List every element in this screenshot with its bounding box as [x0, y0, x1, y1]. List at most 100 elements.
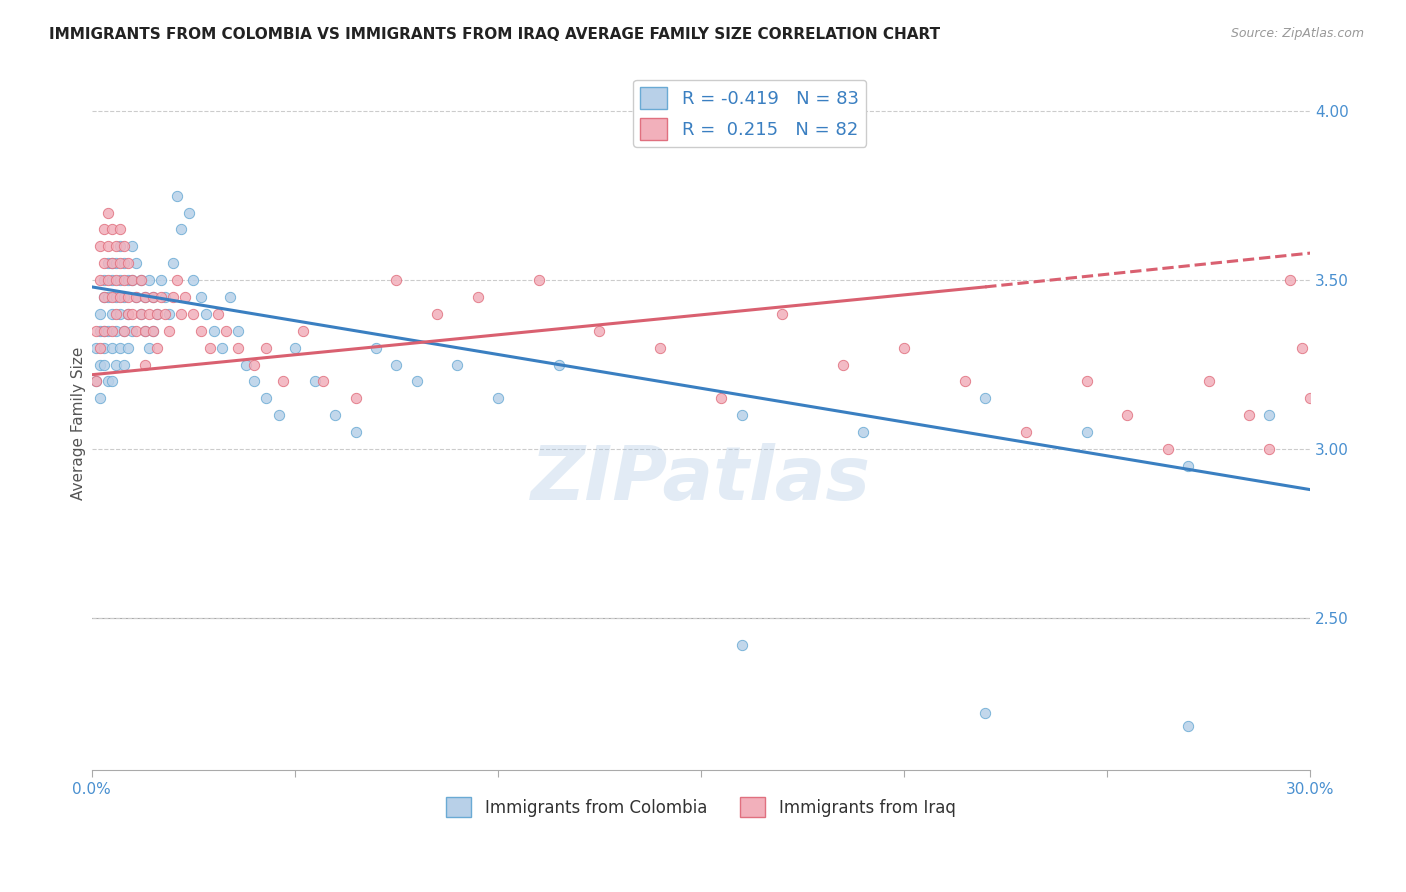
Point	[101, 290, 124, 304]
Point	[112, 256, 135, 270]
Point	[1015, 425, 1038, 439]
Point	[1177, 719, 1199, 733]
Point	[218, 290, 240, 304]
Point	[93, 341, 115, 355]
Point	[1278, 273, 1301, 287]
Point	[162, 256, 184, 270]
Point	[93, 273, 115, 287]
Point	[84, 375, 107, 389]
Point	[105, 290, 128, 304]
Text: ZIPatlas: ZIPatlas	[531, 442, 870, 516]
Point	[89, 358, 111, 372]
Point	[190, 290, 212, 304]
Point	[110, 222, 132, 236]
Point	[446, 358, 468, 372]
Point	[112, 290, 135, 304]
Point	[166, 188, 188, 202]
Point	[101, 307, 124, 321]
Point	[112, 324, 135, 338]
Point	[1299, 392, 1322, 406]
Point	[153, 290, 176, 304]
Point	[110, 273, 132, 287]
Point	[304, 375, 326, 389]
Point	[1258, 442, 1281, 456]
Point	[97, 239, 120, 253]
Point	[170, 307, 193, 321]
Point	[1157, 442, 1180, 456]
Point	[93, 290, 115, 304]
Point	[364, 341, 387, 355]
Point	[267, 409, 290, 423]
Point	[117, 341, 139, 355]
Point	[101, 341, 124, 355]
Point	[134, 358, 156, 372]
Point	[105, 256, 128, 270]
Point	[93, 256, 115, 270]
Point	[405, 375, 427, 389]
Point	[527, 273, 550, 287]
Point	[190, 324, 212, 338]
Point	[146, 307, 169, 321]
Point	[271, 375, 294, 389]
Point	[117, 307, 139, 321]
Point	[129, 273, 152, 287]
Point	[134, 324, 156, 338]
Point	[84, 324, 107, 338]
Point	[134, 290, 156, 304]
Point	[710, 392, 733, 406]
Point	[166, 273, 188, 287]
Point	[181, 273, 204, 287]
Point	[112, 239, 135, 253]
Point	[129, 307, 152, 321]
Point	[101, 273, 124, 287]
Point	[93, 324, 115, 338]
Point	[121, 239, 143, 253]
Point	[89, 341, 111, 355]
Point	[181, 307, 204, 321]
Text: IMMIGRANTS FROM COLOMBIA VS IMMIGRANTS FROM IRAQ AVERAGE FAMILY SIZE CORRELATION: IMMIGRANTS FROM COLOMBIA VS IMMIGRANTS F…	[49, 27, 941, 42]
Point	[84, 375, 107, 389]
Point	[157, 307, 180, 321]
Point	[121, 324, 143, 338]
Point	[125, 256, 148, 270]
Point	[93, 290, 115, 304]
Point	[129, 307, 152, 321]
Point	[157, 324, 180, 338]
Point	[1076, 425, 1098, 439]
Point	[112, 324, 135, 338]
Point	[385, 358, 408, 372]
Point	[198, 341, 221, 355]
Point	[211, 341, 233, 355]
Point	[93, 358, 115, 372]
Point	[1291, 341, 1313, 355]
Point	[974, 706, 997, 720]
Point	[112, 358, 135, 372]
Point	[89, 324, 111, 338]
Point	[207, 307, 229, 321]
Point	[112, 273, 135, 287]
Point	[162, 290, 184, 304]
Point	[93, 222, 115, 236]
Y-axis label: Average Family Size: Average Family Size	[72, 347, 86, 500]
Point	[142, 290, 165, 304]
Point	[97, 256, 120, 270]
Point	[97, 375, 120, 389]
Point	[110, 341, 132, 355]
Point	[101, 324, 124, 338]
Point	[138, 273, 160, 287]
Point	[426, 307, 449, 321]
Point	[138, 341, 160, 355]
Point	[97, 290, 120, 304]
Point	[650, 341, 672, 355]
Point	[254, 392, 277, 406]
Point	[105, 273, 128, 287]
Point	[101, 256, 124, 270]
Point	[226, 341, 249, 355]
Point	[325, 409, 347, 423]
Point	[110, 290, 132, 304]
Point	[129, 273, 152, 287]
Point	[142, 324, 165, 338]
Point	[832, 358, 855, 372]
Point	[89, 273, 111, 287]
Point	[284, 341, 307, 355]
